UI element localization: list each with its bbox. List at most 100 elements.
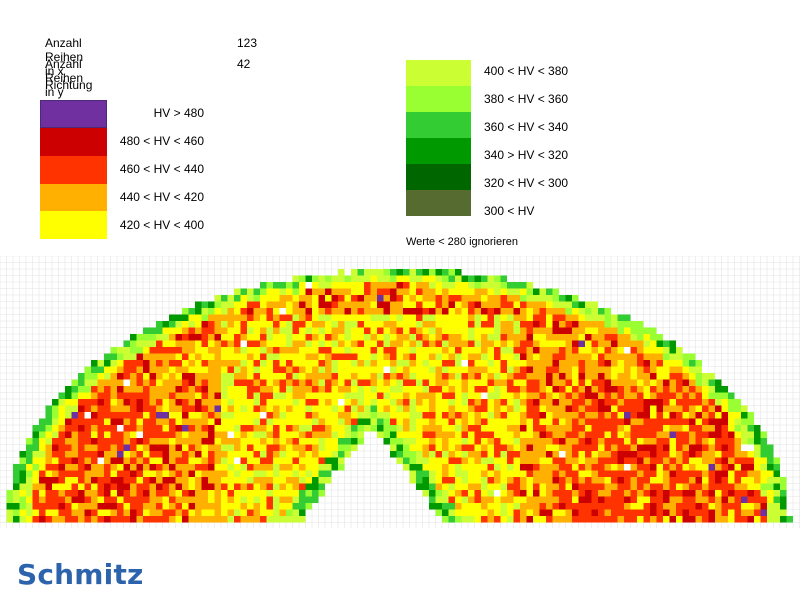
legend-label-380-360: 380 < HV < 360 xyxy=(484,92,569,106)
heatmap-cell xyxy=(182,360,189,367)
heatmap-cell xyxy=(188,425,195,432)
heatmap-cell xyxy=(643,490,650,497)
heatmap-cell xyxy=(279,288,286,295)
heatmap-cell xyxy=(45,496,52,503)
heatmap-cell xyxy=(429,360,436,367)
heatmap-cell xyxy=(565,470,572,477)
heatmap-cell xyxy=(546,386,553,393)
heatmap-cell xyxy=(227,431,234,438)
heatmap-cell xyxy=(442,509,449,516)
heatmap-cell xyxy=(637,360,644,367)
heatmap-cell xyxy=(461,340,468,347)
heatmap-cell xyxy=(682,425,689,432)
heatmap-cell xyxy=(234,418,241,425)
heatmap-cell xyxy=(175,477,182,484)
heatmap-cell xyxy=(305,431,312,438)
heatmap-cell xyxy=(377,301,384,308)
heatmap-cell xyxy=(585,412,592,419)
heatmap-cell xyxy=(26,438,33,445)
heatmap-cell xyxy=(429,275,436,282)
heatmap-cell xyxy=(598,379,605,386)
heatmap-cell xyxy=(182,392,189,399)
heatmap-cell xyxy=(169,366,176,373)
heatmap-cell xyxy=(91,444,98,451)
heatmap-cell xyxy=(416,483,423,490)
heatmap-cell xyxy=(494,464,501,471)
heatmap-cell xyxy=(604,516,611,523)
heatmap-cell xyxy=(539,431,546,438)
heatmap-cell xyxy=(182,321,189,328)
heatmap-cell xyxy=(500,412,507,419)
heatmap-cell xyxy=(637,503,644,510)
heatmap-cell xyxy=(422,295,429,302)
heatmap-cell xyxy=(422,399,429,406)
heatmap-cell xyxy=(624,347,631,354)
heatmap-cell xyxy=(435,412,442,419)
heatmap-cell xyxy=(318,483,325,490)
heatmap-cell xyxy=(598,503,605,510)
heatmap-cell xyxy=(39,483,46,490)
heatmap-cell xyxy=(201,301,208,308)
heatmap-cell xyxy=(383,360,390,367)
heatmap-cell xyxy=(39,425,46,432)
heatmap-cell xyxy=(559,483,566,490)
heatmap-cell xyxy=(175,392,182,399)
heatmap-cell xyxy=(26,496,33,503)
heatmap-cell xyxy=(344,418,351,425)
heatmap-cell xyxy=(169,373,176,380)
heatmap-cell xyxy=(682,490,689,497)
heatmap-cell xyxy=(201,308,208,315)
heatmap-cell xyxy=(741,477,748,484)
heatmap-cell xyxy=(318,327,325,334)
heatmap-cell xyxy=(286,457,293,464)
heatmap-cell xyxy=(663,509,670,516)
heatmap-cell xyxy=(695,477,702,484)
heatmap-cell xyxy=(208,490,215,497)
heatmap-cell xyxy=(611,483,618,490)
heatmap-cell xyxy=(656,418,663,425)
heatmap-cell xyxy=(156,438,163,445)
heatmap-cell xyxy=(97,483,104,490)
heatmap-cell xyxy=(513,438,520,445)
heatmap-cell xyxy=(156,425,163,432)
heatmap-cell xyxy=(533,340,540,347)
heatmap-cell xyxy=(448,464,455,471)
heatmap-cell xyxy=(630,483,637,490)
heatmap-cell xyxy=(234,386,241,393)
heatmap-cell xyxy=(695,457,702,464)
heatmap-cell xyxy=(357,321,364,328)
heatmap-cell xyxy=(299,412,306,419)
heatmap-cell xyxy=(286,496,293,503)
ignore-note: Werte < 280 ignorieren xyxy=(406,236,519,248)
heatmap-cell xyxy=(455,470,462,477)
heatmap-cell xyxy=(338,288,345,295)
heatmap-cell xyxy=(403,412,410,419)
heatmap-cell xyxy=(708,399,715,406)
heatmap-cell xyxy=(240,451,247,458)
heatmap-cell xyxy=(110,412,117,419)
heatmap-cell xyxy=(676,477,683,484)
heatmap-cell xyxy=(604,308,611,315)
heatmap-cell xyxy=(208,516,215,523)
heatmap-cell xyxy=(104,366,111,373)
heatmap-cell xyxy=(162,321,169,328)
heatmap-cell xyxy=(500,470,507,477)
heatmap-cell xyxy=(455,464,462,471)
heatmap-cell xyxy=(435,451,442,458)
heatmap-cell xyxy=(455,386,462,393)
heatmap-cell xyxy=(617,425,624,432)
heatmap-cell xyxy=(520,373,527,380)
heatmap-cell xyxy=(279,431,286,438)
heatmap-cell xyxy=(461,399,468,406)
heatmap-cell xyxy=(624,340,631,347)
heatmap-cell xyxy=(208,431,215,438)
heatmap-cell xyxy=(474,321,481,328)
heatmap-cell xyxy=(390,386,397,393)
heatmap-cell xyxy=(19,464,26,471)
heatmap-cell xyxy=(247,360,254,367)
heatmap-cell xyxy=(669,431,676,438)
heatmap-cell xyxy=(338,269,345,276)
heatmap-cell xyxy=(585,509,592,516)
heatmap-cell xyxy=(221,321,228,328)
heatmap-cell xyxy=(474,353,481,360)
